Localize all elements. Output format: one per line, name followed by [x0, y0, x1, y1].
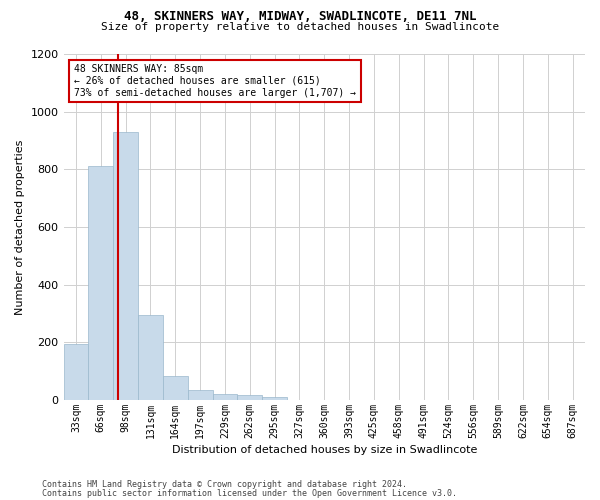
Text: Contains HM Land Registry data © Crown copyright and database right 2024.: Contains HM Land Registry data © Crown c… [42, 480, 407, 489]
Y-axis label: Number of detached properties: Number of detached properties [15, 140, 25, 314]
X-axis label: Distribution of detached houses by size in Swadlincote: Distribution of detached houses by size … [172, 445, 477, 455]
Text: Size of property relative to detached houses in Swadlincote: Size of property relative to detached ho… [101, 22, 499, 32]
Bar [113, 132, 138, 400]
Text: Contains public sector information licensed under the Open Government Licence v3: Contains public sector information licen… [42, 489, 457, 498]
Text: 48 SKINNERS WAY: 85sqm
← 26% of detached houses are smaller (615)
73% of semi-de: 48 SKINNERS WAY: 85sqm ← 26% of detached… [74, 64, 356, 98]
Bar [212, 394, 238, 400]
Bar [64, 344, 88, 400]
Bar [238, 395, 262, 400]
Bar [262, 396, 287, 400]
Bar [163, 376, 188, 400]
Bar [88, 166, 113, 400]
Bar [188, 390, 212, 400]
Text: 48, SKINNERS WAY, MIDWAY, SWADLINCOTE, DE11 7NL: 48, SKINNERS WAY, MIDWAY, SWADLINCOTE, D… [124, 10, 476, 23]
Bar [138, 315, 163, 400]
